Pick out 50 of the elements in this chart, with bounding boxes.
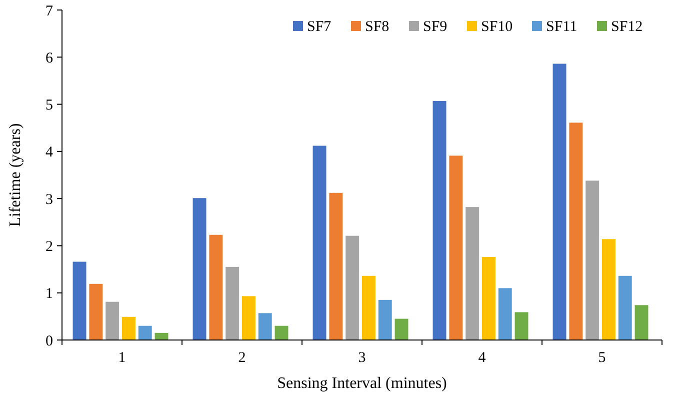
y-tick-label: 4 (46, 144, 54, 161)
bar (466, 207, 480, 340)
bar (618, 276, 632, 340)
bar (378, 300, 392, 340)
bar (346, 236, 360, 340)
y-tick-label: 0 (46, 333, 53, 350)
bar (362, 276, 376, 340)
bar (602, 239, 616, 340)
x-tick-label: 5 (598, 350, 606, 366)
bar (89, 284, 103, 340)
legend-label: SF9 (423, 19, 448, 35)
legend-label: SF11 (546, 19, 578, 35)
bar (514, 312, 528, 340)
x-tick-label: 2 (238, 350, 246, 366)
y-tick-label: 2 (46, 238, 53, 255)
y-tick-label: 3 (46, 192, 53, 208)
bar (192, 198, 206, 340)
y-axis-title: Lifetime (years) (7, 123, 24, 227)
y-tick-label: 7 (46, 3, 54, 20)
bar (274, 326, 288, 340)
legend-label: SF10 (481, 19, 513, 35)
bar (569, 122, 583, 340)
bar (312, 146, 326, 340)
bar (432, 100, 446, 340)
bar (106, 302, 120, 340)
bar (209, 234, 223, 340)
bar (482, 257, 496, 340)
x-tick-label: 4 (478, 350, 486, 366)
bar (329, 192, 343, 340)
x-tick-label: 1 (118, 350, 126, 366)
bar (552, 64, 566, 340)
bar (498, 288, 512, 340)
bar (449, 156, 463, 340)
x-axis-title: Sensing Interval (minutes) (277, 375, 447, 392)
bar (226, 266, 240, 340)
bar (122, 316, 136, 340)
bar (242, 296, 256, 340)
y-tick-label: 1 (46, 286, 53, 302)
bar (138, 326, 152, 340)
legend-label: SF12 (611, 19, 643, 35)
bar (634, 305, 648, 340)
bar (72, 262, 86, 340)
bar (258, 313, 272, 340)
bar (586, 180, 600, 340)
bar (394, 318, 408, 340)
legend-label: SF8 (365, 19, 390, 35)
y-tick-label: 5 (46, 98, 53, 114)
y-tick-label: 6 (46, 50, 54, 66)
x-tick-label: 3 (358, 350, 366, 366)
legend-label: SF7 (307, 19, 332, 35)
